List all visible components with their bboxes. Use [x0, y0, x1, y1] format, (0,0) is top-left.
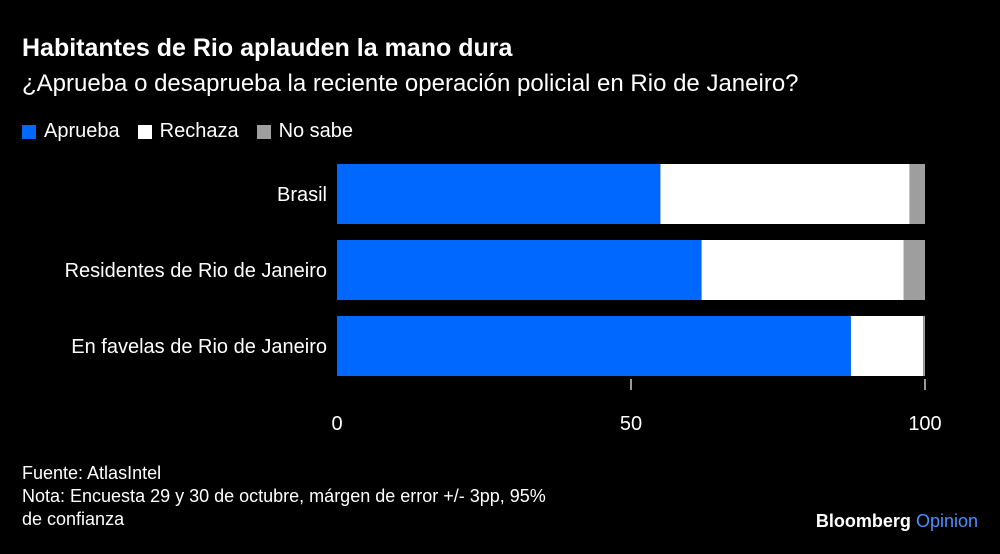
source-text: Fuente: AtlasIntel	[22, 463, 162, 483]
bar-segment	[337, 240, 702, 300]
legend-label: Rechaza	[159, 120, 239, 142]
brand-logo: Bloomberg Opinion	[815, 511, 978, 531]
note-text-cont: de confianza	[22, 509, 125, 529]
tick-label: 0	[331, 413, 342, 435]
chart-subtitle: ¿Aprueba o desaprueba la reciente operac…	[22, 70, 799, 97]
bar-segment	[850, 316, 924, 376]
chart-title: Habitantes de Rio aplauden la mano dura	[22, 34, 513, 62]
bar-segment	[701, 240, 904, 300]
legend: Aprueba Rechaza No sabe	[22, 120, 353, 143]
tick-label: 50	[620, 413, 642, 435]
bar-segment	[660, 164, 910, 224]
bar-segment	[337, 164, 661, 224]
legend-swatch	[22, 124, 36, 139]
note-text: Nota: Encuesta 29 y 30 de octubre, márge…	[22, 486, 546, 506]
category-label: Residentes de Rio de Janeiro	[65, 260, 327, 282]
legend-swatch	[256, 124, 271, 139]
bar-segment	[903, 240, 925, 300]
legend-label: No sabe	[278, 120, 354, 142]
bar-segment	[923, 316, 925, 376]
bar-segment	[909, 164, 925, 224]
category-label: En favelas de Rio de Janeiro	[71, 336, 327, 358]
legend-label: Aprueba	[44, 120, 120, 142]
legend-item: No sabe	[256, 120, 354, 143]
legend-swatch	[137, 124, 152, 139]
legend-item: Rechaza	[137, 120, 239, 143]
category-label: Brasil	[277, 184, 327, 206]
footer: Fuente: AtlasIntel Nota: Encuesta 29 y 3…	[22, 462, 546, 531]
bar-segment	[337, 316, 851, 376]
legend-item: Aprueba	[22, 120, 120, 143]
tick-label: 100	[908, 413, 941, 435]
